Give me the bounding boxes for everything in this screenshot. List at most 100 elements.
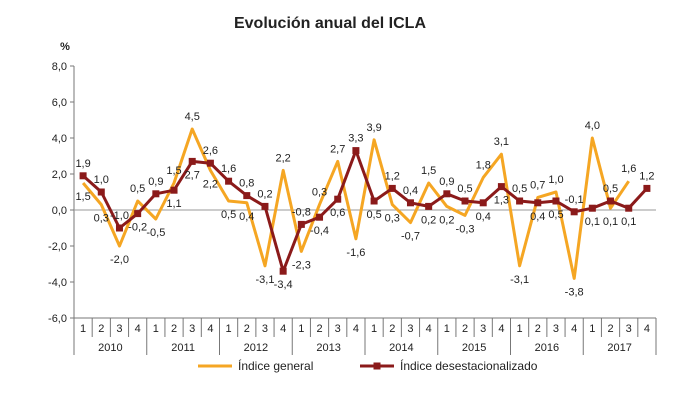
x-tick-label-quarter: 3 [553,323,559,335]
data-label-desest: 1,2 [639,170,654,182]
data-label-general: 4,5 [185,111,200,123]
x-tick-label-quarter: 2 [244,323,250,335]
data-label-desest: 1,9 [75,158,90,170]
data-label-general: 0,3 [94,213,109,225]
x-tick-label-year: 2013 [316,342,340,354]
x-tick-label-quarter: 4 [644,323,650,335]
data-label-desest: 1,6 [221,163,236,175]
chart-title: Evolución anual del ICLA [234,15,426,32]
data-label-general: 1,6 [621,163,636,175]
x-tick-label-quarter: 1 [444,323,450,335]
y-tick-label: -4,0 [48,277,67,289]
x-tick-label-quarter: 1 [80,323,86,335]
x-tick-label-year: 2014 [389,342,413,354]
series-marker-2 [425,202,433,210]
x-tick-label-quarter: 2 [98,323,104,335]
series-marker-2 [170,186,178,194]
data-label-general: -1,6 [346,247,365,259]
data-label-desest: 0,8 [239,178,254,190]
data-label-desest: 0,5 [512,183,527,195]
series-line-1 [81,127,630,280]
data-label-general: 1,5 [75,191,90,203]
x-tick-label-quarter: 2 [171,323,177,335]
y-tick-label: 0,0 [52,205,67,217]
data-label-general: -3,1 [510,274,529,286]
data-label-general: 1,8 [476,160,491,172]
series-marker-2 [225,177,233,185]
series-marker-2 [479,199,487,207]
series-marker-2 [588,204,596,212]
x-tick-label-quarter: 4 [353,323,359,335]
series-marker-2 [316,213,324,221]
series-marker-2 [279,267,287,275]
x-tick-label-quarter: 4 [498,323,504,335]
data-label-general: -3,1 [255,274,274,286]
data-label-desest: 0,9 [439,176,454,188]
data-label-desest: -0,2 [128,222,147,234]
data-label-general: 0,4 [239,211,254,223]
data-label-desest: 2,7 [185,169,200,181]
series-marker-2 [443,190,451,198]
data-label-general: 4,0 [585,120,600,132]
x-tick-label-quarter: 2 [462,323,468,335]
x-tick-label-quarter: 1 [371,323,377,335]
x-tick-label-quarter: 4 [571,323,577,335]
series-marker-2 [643,184,651,192]
data-label-general: 0,2 [439,214,454,226]
data-label-desest: 1,2 [385,170,400,182]
series-marker-2 [188,157,196,165]
data-label-general: -3,8 [565,286,584,298]
series-marker-2 [152,190,160,198]
data-label-desest: 0,1 [585,216,600,228]
series-marker-2 [534,199,542,207]
series-marker-2 [497,183,505,191]
legend-marker-2 [373,362,381,370]
data-label-desest: 0,2 [421,214,436,226]
data-label-desest: 0,5 [366,209,381,221]
y-tick-label: 6,0 [52,97,67,109]
series-marker-2 [334,195,342,203]
data-label-desest: -0,8 [292,206,311,218]
x-tick-label-quarter: 1 [226,323,232,335]
series-marker-2 [134,210,142,218]
data-label-general: -0,3 [456,223,475,235]
x-tick-label-quarter: 1 [298,323,304,335]
data-label-desest: 0,4 [530,211,545,223]
data-label-general: 0,3 [385,213,400,225]
x-tick-label-year: 2016 [535,342,559,354]
series-marker-2 [406,199,414,207]
x-tick-label-quarter: 2 [607,323,613,335]
x-tick-label-quarter: 4 [207,323,213,335]
data-label-desest: 3,3 [348,133,363,145]
data-label-general: -2,0 [110,254,129,266]
y-tick-label: 2,0 [52,169,67,181]
y-tick-label: 4,0 [52,133,67,145]
data-label-desest: 1,0 [94,174,109,186]
y-tick-label: 8,0 [52,61,67,73]
x-tick-label-quarter: 4 [280,323,286,335]
data-label-desest: -1,0 [110,210,129,222]
series-marker-2 [516,197,524,205]
x-tick-label-quarter: 1 [589,323,595,335]
series-marker-2 [552,197,560,205]
legend-label-2: Índice desestacionalizado [400,358,538,373]
data-label-desest: 0,2 [257,188,272,200]
series-marker-2 [352,147,360,155]
x-tick-label-quarter: 2 [389,323,395,335]
series-lines [79,127,651,280]
data-labels: 1,91,51,00,3 -1,0-2,00,5-0,20,9-0,51,51,1… [75,111,654,298]
x-tick-label-year: 2017 [607,342,631,354]
data-label-general: 0,5 [221,209,236,221]
series-marker-2 [607,197,615,205]
data-label-general: 1,5 [166,165,181,177]
series-marker-2 [370,197,378,205]
x-tick-label-quarter: 1 [517,323,523,335]
data-label-general: 3,9 [366,122,381,134]
legend-label-1: Índice general [238,358,313,373]
x-tick-label-quarter: 3 [335,323,341,335]
x-tick-label-quarter: 4 [135,323,141,335]
x-tick-label-quarter: 3 [116,323,122,335]
x-tick-label-quarter: 3 [626,323,632,335]
x-tick-label-year: 2015 [462,342,486,354]
